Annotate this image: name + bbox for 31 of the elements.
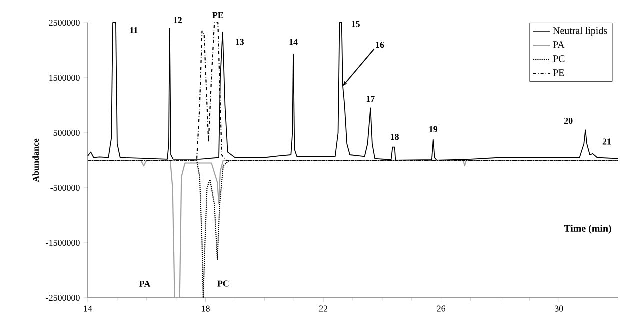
annotation: PA — [139, 280, 151, 287]
annotation: 11 — [130, 27, 138, 34]
legend-label: PA — [553, 42, 565, 48]
annotation: 16 — [376, 42, 384, 48]
y-tick-label: 2500000 — [49, 20, 80, 26]
annotation: 17 — [366, 96, 375, 102]
x-tick-label: 14 — [84, 306, 92, 312]
annotation: 13 — [236, 39, 244, 46]
y-tick-label: -500000 — [50, 184, 80, 192]
annotation: 19 — [430, 126, 438, 132]
x-axis-title: Time (min) — [564, 224, 612, 234]
annotation: PE — [212, 12, 224, 18]
annotation: 21 — [602, 138, 611, 145]
legend-label: Neutral lipids — [553, 27, 608, 36]
y-tick-label: 1500000 — [50, 74, 80, 82]
annotation: 14 — [290, 39, 298, 46]
y-tick-label: -2500000 — [46, 294, 80, 302]
legend-label: PC — [553, 56, 565, 62]
annotation: 20 — [564, 118, 573, 124]
annotation: 12 — [174, 17, 182, 24]
legend-label: PE — [553, 70, 564, 76]
y-tick-label: -1500000 — [46, 240, 80, 246]
annotation: 15 — [352, 21, 360, 28]
y-tick-label: 500000 — [54, 130, 80, 136]
x-tick-label: 30 — [555, 306, 564, 312]
x-tick-label: 26 — [437, 306, 446, 312]
x-tick-label: 22 — [319, 306, 328, 312]
y-axis-title: Abundance — [32, 138, 40, 182]
x-tick-label: 18 — [202, 306, 210, 312]
annotation: 18 — [391, 134, 399, 140]
annotation: PC — [218, 280, 229, 287]
